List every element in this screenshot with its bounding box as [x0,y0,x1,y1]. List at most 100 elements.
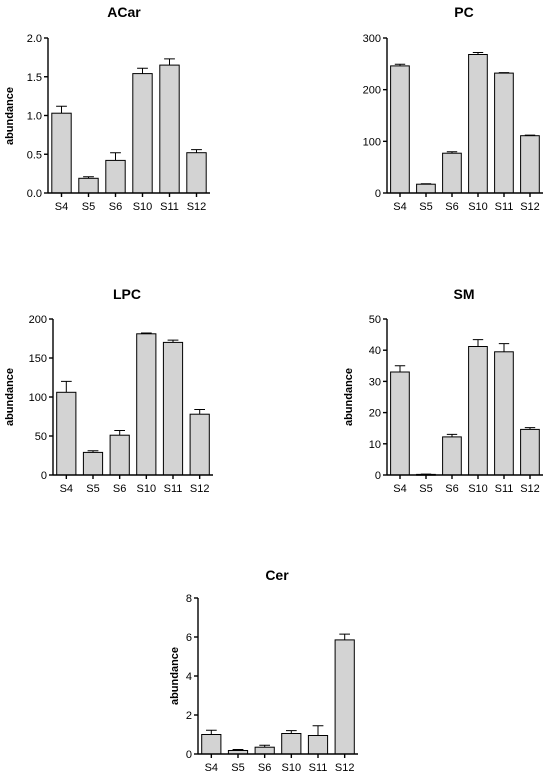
x-tick-label-s12: S12 [520,483,540,495]
bar-s6 [105,159,126,194]
y-tick-label: 0 [375,188,381,200]
bar-s5 [82,451,104,476]
bar-s4 [56,391,77,476]
bar-s12 [189,413,210,476]
y-tick-label: 10 [369,439,381,451]
bar-s12 [520,428,540,476]
bar-s4 [390,65,410,194]
error-bar-s10 [472,52,484,55]
x-tick-label-s6: S6 [113,483,126,495]
x-tick-label-s12: S12 [187,201,207,213]
x-tick-label-s10: S10 [137,483,157,495]
error-bar-s5 [87,450,99,453]
y-axis-label: abundance [343,368,355,426]
x-tick-label-s5: S5 [82,201,95,213]
y-tick-label: 40 [369,345,381,357]
y-tick-label: 1.5 [27,72,42,84]
y-tick-label: 200 [363,85,381,97]
error-bar-s11 [167,339,179,343]
x-tick-label-s4: S4 [393,201,406,213]
x-tick-label-s12: S12 [335,762,355,774]
bar-s6 [442,436,462,476]
y-tick-label: 1.0 [27,111,42,123]
bar-s11 [159,64,180,194]
error-bar-s4 [206,729,217,735]
y-tick-label: 150 [29,353,47,365]
bar-s10 [468,54,488,194]
chart-pc: PC 0 100 200 300 S4 S5 S6 S10 S11 S12 [363,4,543,213]
x-tick-label-s10: S10 [468,201,488,213]
y-tick-label: 6 [186,632,192,644]
x-tick-label-s10: S10 [282,762,302,774]
y-axis-label: abundance [169,647,181,705]
y-tick-label: 2 [186,710,192,722]
y-tick-label: 100 [363,136,381,148]
y-tick-label: 30 [369,376,381,388]
x-tick-label-s11: S11 [164,483,183,495]
chart-title: Cer [265,567,289,583]
bar-s10 [468,346,488,476]
error-bar-s10 [286,730,297,734]
error-bar-s6 [114,430,125,436]
plot-area: 0.0 0.5 1.0 1.5 2.0 S4 S5 S6 S10 S11 S12 [27,33,210,213]
error-bar-s10 [137,67,148,74]
chart-title: SM [454,286,475,302]
y-tick-label: 0.5 [27,149,42,161]
error-bar-s6 [446,433,458,437]
y-axis-label: abundance [4,368,16,426]
x-tick-label-s6: S6 [445,201,458,213]
chart-sm: SM abundance 0 10 20 30 40 50 S4 S5 S6 S10 S11 S12 [343,286,543,495]
error-bar-s10 [472,339,484,347]
x-tick-label-s12: S12 [520,201,540,213]
bar-s4 [51,112,72,194]
y-tick-label: 200 [29,314,47,326]
error-bar-s10 [141,332,152,334]
bar-s4 [390,371,410,476]
error-bar-s4 [61,380,72,393]
bar-s11 [162,341,184,476]
x-tick-label-s11: S11 [160,201,179,213]
chart-acar: ACar abundance 0.0 0.5 1.0 1.5 2.0 S4 S5 S6 S10 S… [4,4,210,213]
bar-s6 [254,746,275,755]
bar-s10 [281,733,302,755]
error-bar-s6 [110,152,121,161]
bar-s6 [109,434,130,476]
x-tick-label-s6: S6 [445,483,458,495]
plot-area: 0 10 20 30 40 50 S4 S5 S6 S10 S11 S12 [369,314,543,495]
y-tick-label: 0 [41,470,47,482]
error-bar-s6 [259,744,270,748]
error-bar-s12 [194,409,205,415]
bar-s12 [334,639,355,755]
bar-s5 [416,183,436,194]
y-tick-label: 8 [186,593,192,605]
error-bar-s12 [524,134,536,136]
x-tick-label-s5: S5 [86,483,99,495]
y-tick-label: 300 [363,33,381,45]
x-tick-label-s5: S5 [419,483,432,495]
y-tick-label: 2.0 [27,33,42,45]
error-bar-s4 [394,365,406,372]
chart-title: PC [454,4,473,20]
bar-s12 [520,135,540,194]
plot-area: 0 2 4 6 8 S4 S5 S6 S10 S11 S12 [186,593,358,774]
x-tick-label-s10: S10 [468,483,488,495]
error-bar-s4 [394,63,406,66]
error-bar-s11 [498,72,510,74]
bar-s4 [201,734,222,755]
x-tick-label-s6: S6 [258,762,271,774]
x-tick-label-s11: S11 [495,201,514,213]
bar-s11 [494,72,514,194]
error-bar-s12 [524,427,536,430]
error-bar-s11 [164,58,175,66]
error-bar-s4 [56,105,67,114]
error-bar-s5 [420,183,432,185]
chart-title: ACar [107,4,141,20]
y-tick-label: 0.0 [27,188,42,200]
x-tick-label-s10: S10 [133,201,153,213]
x-tick-label-s12: S12 [190,483,210,495]
error-bar-s11 [312,725,324,736]
x-tick-label-s4: S4 [60,483,73,495]
bar-s6 [442,152,462,194]
x-tick-label-s6: S6 [109,201,122,213]
